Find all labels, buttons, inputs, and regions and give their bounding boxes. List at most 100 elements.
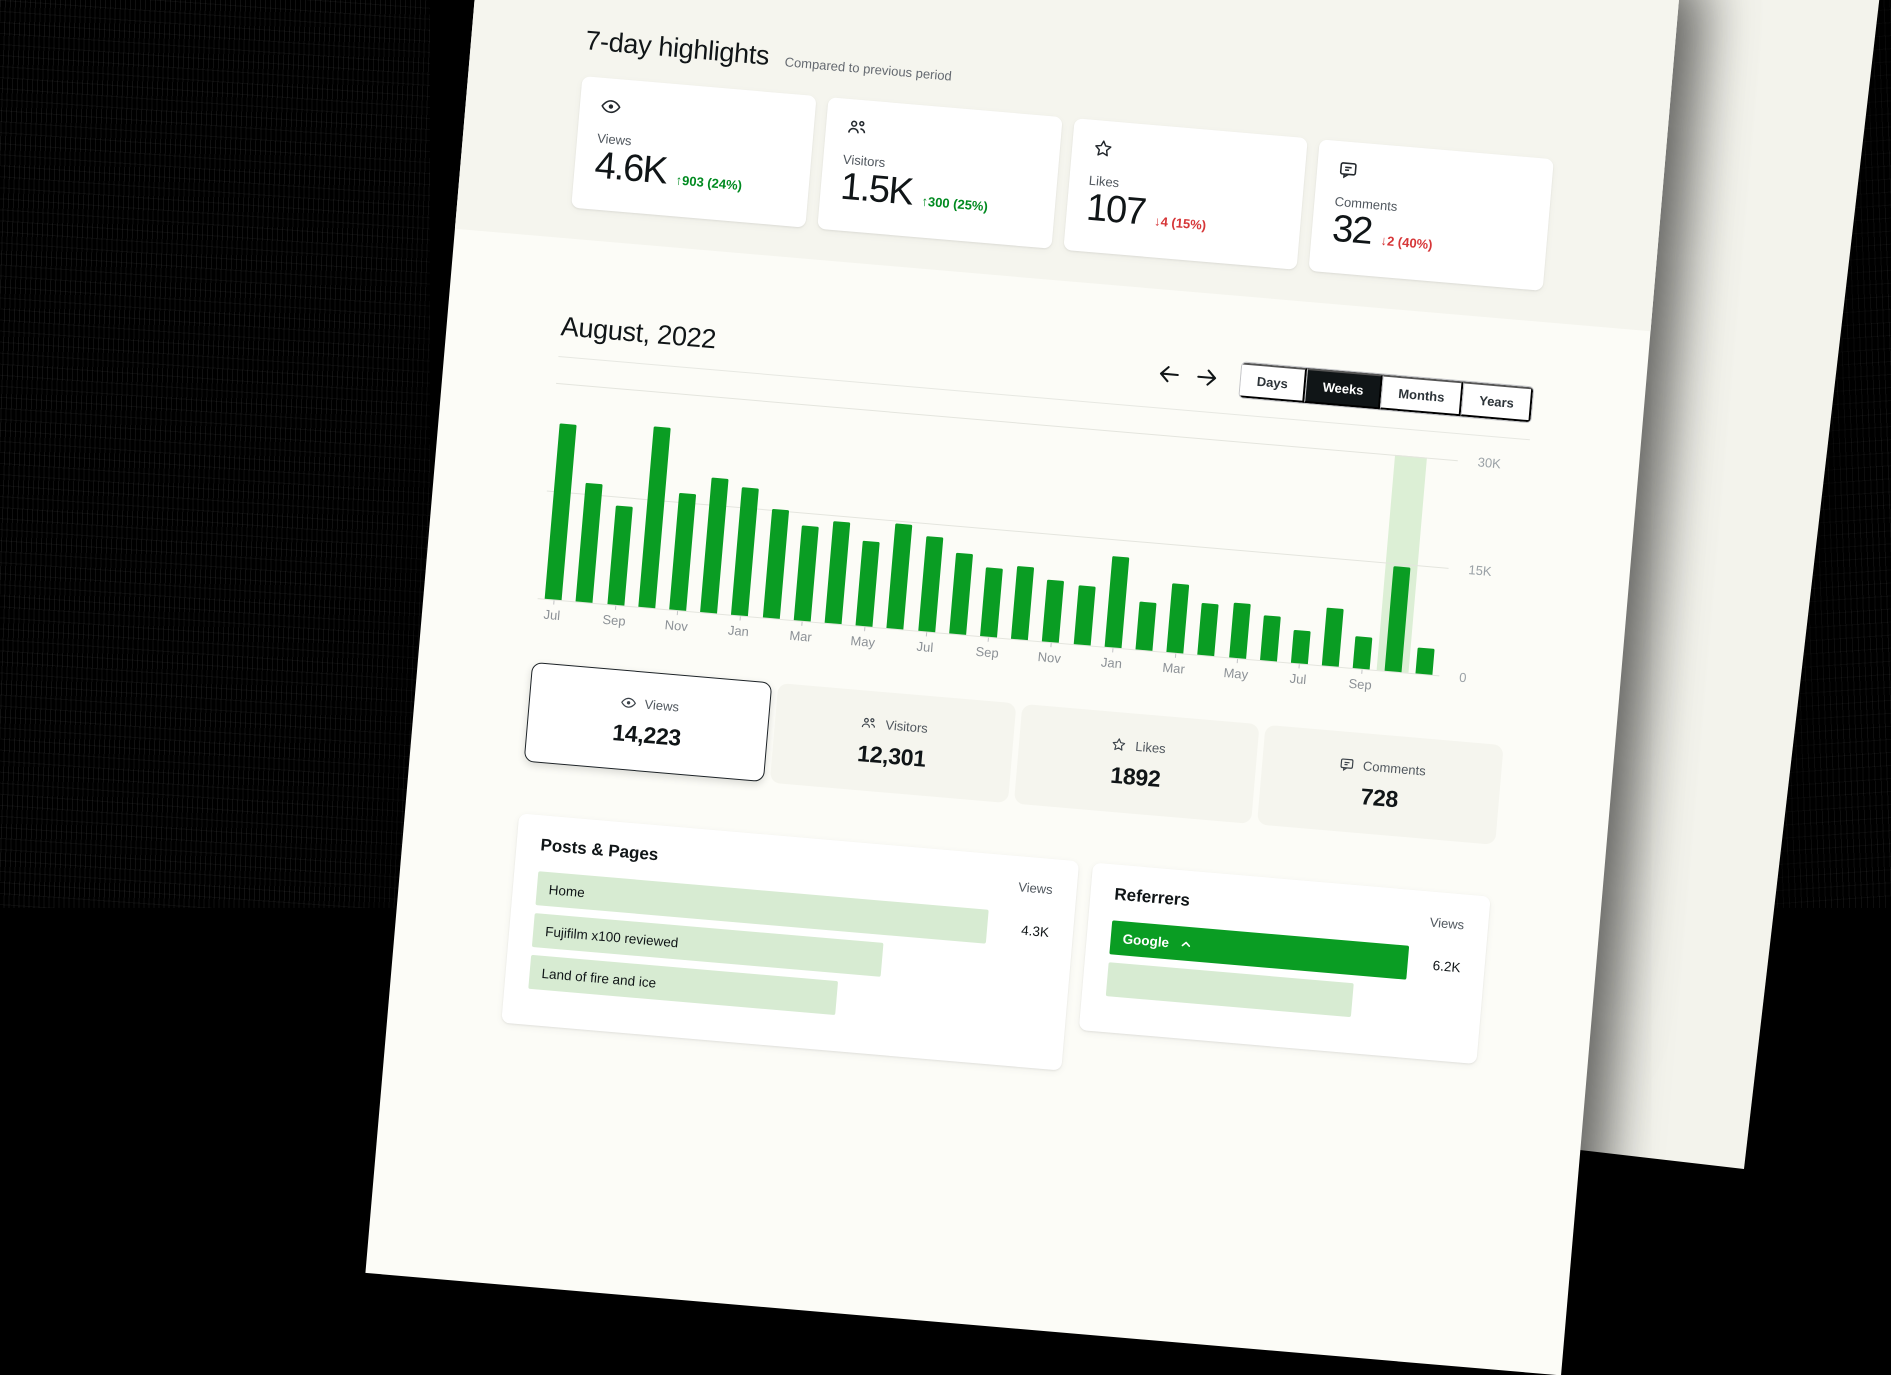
range-tab-days[interactable]: Days	[1239, 362, 1308, 403]
x-axis-tick-label: Nov	[1037, 649, 1062, 667]
eye-icon	[599, 95, 623, 119]
x-axis-tick-label: Jan	[727, 622, 750, 640]
views-bar	[762, 508, 789, 619]
x-axis-tick-label: Jul	[542, 606, 561, 624]
eye-icon	[619, 693, 637, 711]
metric-tab-label: Visitors	[884, 716, 929, 736]
metric-tab-label: Comments	[1362, 757, 1427, 779]
metric-tab-comments[interactable]: Comments 728	[1257, 724, 1504, 845]
x-axis-tick-label: Sep	[1348, 675, 1373, 693]
views-bar	[1228, 602, 1251, 659]
metric-tab-likes[interactable]: Likes 1892	[1013, 703, 1260, 824]
highlight-card-comments: Comments 32 ↓2 (40%)	[1308, 139, 1554, 291]
card-value: 107	[1084, 186, 1147, 234]
people-icon	[860, 714, 878, 732]
x-axis-tick-label: May	[1222, 665, 1249, 683]
referrers-list: Google 6.2K	[1105, 920, 1462, 1026]
highlights-subtitle: Compared to previous period	[784, 54, 953, 84]
highlight-card-views: Views 4.6K ↑903 (24%)	[571, 76, 817, 228]
views-bar	[855, 540, 880, 627]
highlight-cards: Views 4.6K ↑903 (24%) Visitors 1.5K ↑300 (25%…	[571, 76, 1554, 291]
metric-tab-label: Views	[644, 696, 680, 715]
comment-icon	[1337, 158, 1361, 182]
x-axis-tick-label: Mar	[1161, 659, 1186, 677]
views-bar	[700, 477, 729, 614]
metric-summary-tabs: Views 14,223 Visitors 12,301 Likes 1892 Commen…	[523, 661, 1504, 845]
arrow-right-icon	[1193, 363, 1221, 391]
metric-tab-visitors[interactable]: Visitors 12,301	[769, 682, 1016, 804]
metric-tab-header: Visitors	[860, 714, 929, 737]
views-bar	[824, 521, 851, 625]
views-bar	[1353, 636, 1373, 670]
x-axis-tick-label: Jul	[916, 638, 934, 656]
views-bar-chart: Jul Sep Nov Jan Mar May Jul Sep Nov Jan Mar May Jul S…	[535, 382, 1528, 715]
views-bar	[606, 505, 633, 606]
period-nav	[1155, 360, 1221, 391]
range-tab-months[interactable]: Months	[1379, 374, 1464, 417]
x-axis-tick-label: May	[849, 633, 876, 651]
next-period-button[interactable]	[1193, 363, 1221, 391]
metric-tab-value: 12,301	[856, 739, 927, 772]
range-tab-years[interactable]: Years	[1460, 381, 1534, 423]
stats-page: 7-day highlights Compared to previous pe…	[365, 0, 1681, 1375]
views-bar	[669, 492, 697, 611]
highlights-title: 7-day highlights	[584, 25, 771, 71]
views-bar	[917, 536, 943, 633]
x-axis-tick-label: Mar	[788, 627, 813, 645]
posts-pages-title: Posts & Pages	[539, 835, 660, 865]
metric-tab-label: Likes	[1134, 738, 1167, 756]
metric-tab-header: Comments	[1337, 755, 1426, 779]
y-axis-tick-label: 30K	[1477, 454, 1502, 472]
chevron-up-icon	[1177, 936, 1193, 952]
previous-period-button[interactable]	[1155, 360, 1183, 388]
card-delta: ↓2 (40%)	[1380, 232, 1434, 252]
x-axis-tick-label: Jan	[1100, 654, 1123, 672]
views-bar	[979, 567, 1003, 638]
views-bar	[948, 552, 973, 635]
views-bar	[1011, 565, 1035, 641]
referrer-views-value: 6.2K	[1432, 957, 1462, 975]
x-axis-tick-label: Sep	[601, 611, 627, 629]
metric-tab-header: Views	[619, 693, 680, 715]
views-bar	[575, 482, 603, 603]
views-bar	[1384, 566, 1411, 673]
arrow-left-icon	[1155, 360, 1183, 388]
card-value: 4.6K	[593, 144, 669, 193]
card-value: 32	[1330, 207, 1374, 253]
metric-tab-value: 728	[1359, 782, 1400, 812]
comment-icon	[1337, 755, 1355, 773]
x-axis-tick-label: Jul	[1289, 670, 1307, 688]
views-bar	[886, 523, 913, 630]
highlight-card-likes: Likes 107 ↓4 (15%)	[1062, 118, 1309, 270]
views-bar	[1259, 615, 1281, 662]
star-icon	[1110, 735, 1128, 753]
card-delta: ↓4 (15%)	[1153, 213, 1207, 233]
referrers-views-column-header: Views	[1429, 914, 1465, 932]
posts-pages-list: Home 4.3K Fujifilm x100 reviewed Land of fi…	[528, 871, 1050, 1032]
modules-row: Posts & Pages Views Home 4.3K Fujifilm x10…	[501, 813, 1491, 1106]
views-bar	[1104, 556, 1130, 649]
metric-tab-views[interactable]: Views 14,223	[523, 661, 773, 783]
views-bar	[1042, 579, 1065, 643]
views-bar	[1197, 602, 1219, 657]
views-bar	[1073, 585, 1096, 646]
card-delta: ↑300 (25%)	[920, 193, 989, 214]
scan-noise-left	[0, 0, 430, 908]
x-axis-tick-label: Sep	[974, 643, 1000, 661]
range-segmented-control: Days Weeks Months Years	[1238, 361, 1535, 424]
views-bar	[1415, 647, 1435, 675]
card-value: 1.5K	[838, 165, 915, 214]
people-icon	[845, 116, 869, 140]
y-axis-tick-label: 15K	[1467, 562, 1493, 579]
metric-tab-value: 14,223	[611, 718, 683, 751]
period-heading: August, 2022	[559, 311, 718, 355]
posts-views-column-header: Views	[1017, 878, 1054, 897]
range-tab-weeks[interactable]: Weeks	[1304, 368, 1383, 410]
views-bar	[1135, 601, 1157, 651]
metric-tab-header: Likes	[1110, 735, 1167, 757]
chart-controls: Days Weeks Months Years	[1154, 354, 1535, 425]
views-bar	[793, 525, 819, 622]
metric-tab-value: 1892	[1109, 761, 1162, 792]
posts-pages-panel: Posts & Pages Views Home 4.3K Fujifilm x10…	[501, 813, 1080, 1071]
views-bar	[1166, 583, 1190, 654]
